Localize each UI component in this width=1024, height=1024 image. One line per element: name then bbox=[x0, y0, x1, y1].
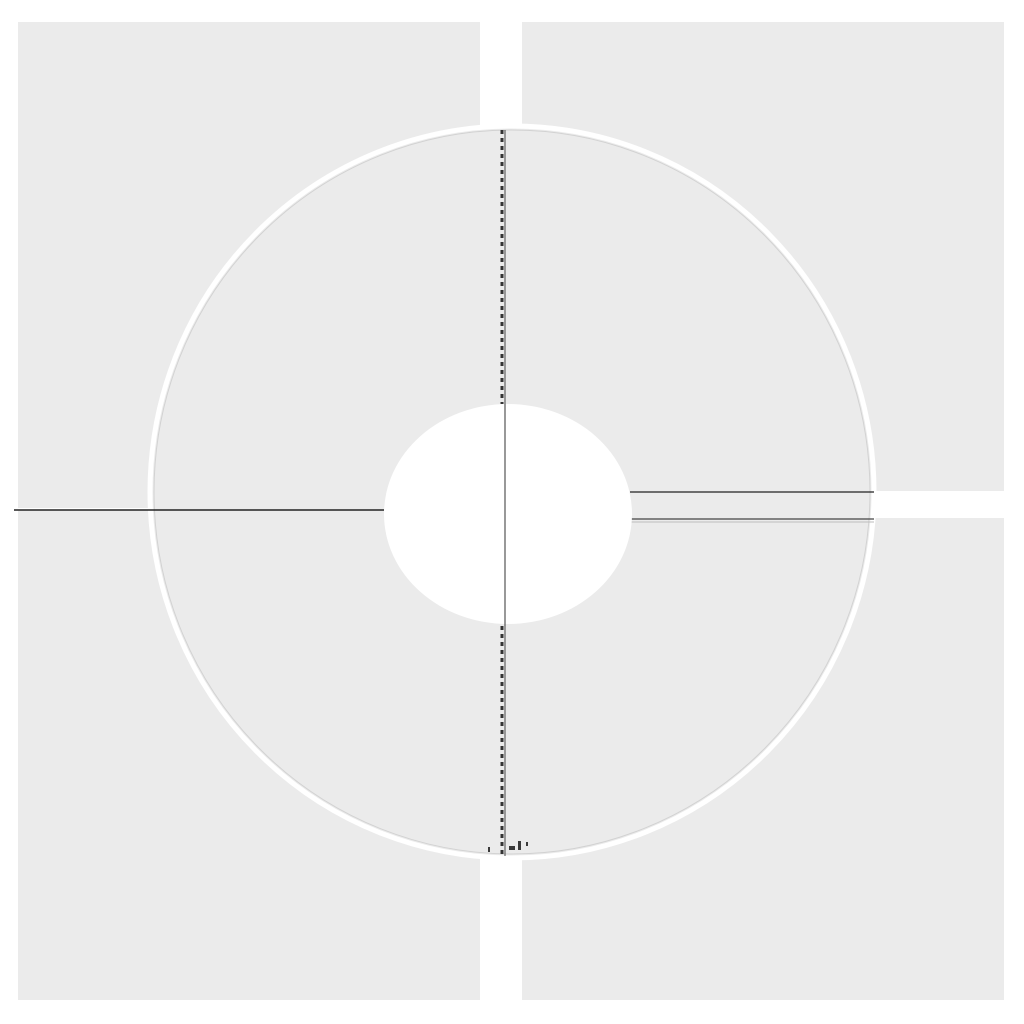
vertical-scale-lower bbox=[502, 626, 505, 856]
tick-mark-1 bbox=[488, 847, 490, 852]
vertical-scale-upper bbox=[502, 130, 505, 404]
tick-mark-4 bbox=[526, 842, 528, 846]
tick-mark-2 bbox=[509, 846, 515, 850]
tick-mark-3 bbox=[518, 841, 521, 850]
center-hub bbox=[384, 404, 632, 624]
